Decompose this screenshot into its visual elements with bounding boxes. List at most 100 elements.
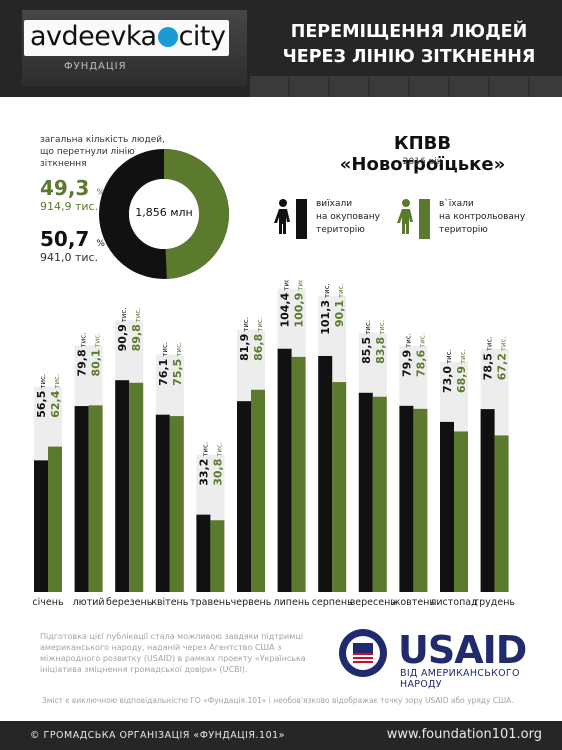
bar-green-9 [413,408,428,592]
bar-green-value-3: 75,5 [171,359,184,386]
month-label-10: листопад [430,597,478,608]
black-pct-unit: % [96,239,105,249]
bar-black-value-11-unit: тис. [486,336,494,351]
month-label-9: жовтень [392,597,436,608]
logo-right: city [178,21,226,52]
bar-black-value-10-unit: тис. [445,349,453,364]
month-label-5: червень [231,597,272,608]
bar-green-value-0-unit: тис. [53,374,61,389]
bar-black-value-1-unit: тис. [80,333,88,348]
bar-black-2 [115,380,130,592]
bar-black-value-6-unit: тис. [283,280,291,291]
legend-black-line1: виїхали [316,199,353,209]
walking-person-green-icon [397,199,413,234]
bar-black-value-5: 81,9 [238,334,251,361]
bar-black-value-10: 73,0 [441,366,454,393]
walking-person-black-icon [274,199,290,234]
legend-green-square [419,199,430,239]
month-label-2: березень [106,597,153,608]
bar-green-value-0: 62,4 [49,390,62,417]
bar-green-8 [372,396,387,592]
header-banner: avdeevka city ФУНДАЦІЯ ПЕРЕМІЩЕННЯ ЛЮДЕЙ … [0,0,562,97]
page-title: ПЕРЕМІЩЕННЯ ЛЮДЕЙ ЧЕРЕЗ ЛІНІЮ ЗІТКНЕННЯ [274,20,544,70]
bar-black-8 [358,392,373,592]
site-logo-text: avdeevka city [30,21,226,52]
bar-black-value-5-unit: тис. [242,317,250,332]
month-label-1: лютий [73,597,105,608]
bar-black-value-6: 104,4 [279,292,292,327]
bar-black-5 [237,401,251,592]
bar-black-value-11: 78,5 [482,353,495,380]
month-label-0: січень [32,597,64,608]
bar-black-value-3: 76,1 [157,359,170,386]
credits-text: Підготовка цієї публікації стала можливо… [40,632,306,674]
foundation-subtitle: ФУНДАЦІЯ [64,61,127,72]
title-line-2: ЧЕРЕЗ ЛІНІЮ ЗІТКНЕННЯ [282,47,536,67]
bar-black-1 [74,406,89,592]
footer-url-link[interactable]: www.foundation101.org [386,727,542,742]
bar-green-value-1-unit: тис. [94,333,102,348]
bar-green-value-1: 80,1 [90,349,103,376]
bar-black-10 [440,421,454,592]
bar-black-value-9: 79,9 [400,350,413,377]
bar-green-value-10-unit: тис. [459,349,467,364]
usaid-word-text: USAID [398,628,527,672]
black-pct-value: 50,7 [40,227,90,251]
footer-org: © ГРОМАДСЬКА ОРГАНІЗАЦІЯ «ФУНДАЦІЯ.101» [30,730,285,741]
bar-black-6 [277,348,292,592]
green-total: 914,9 тис. [40,200,99,213]
bar-black-9 [399,405,414,592]
bar-green-value-7: 90,1 [333,300,346,327]
legend-green-line2: на контрольовану [439,212,526,222]
bar-green-value-2: 89,8 [130,324,143,351]
checkpoint-title: КПВВ «Новотроїцьке» [339,133,506,175]
bar-green-value-5: 86,8 [252,334,265,361]
bar-black-value-4: 33,2 [197,459,210,486]
usaid-subtitle: ВІД АМЕРИКАНСЬКОГО НАРОДУ [400,668,520,690]
bar-green-value-11-unit: тис. [500,336,508,351]
bar-green-value-2-unit: тис. [134,307,142,322]
bar-black-value-7-unit: тис. [323,283,331,298]
month-label-4: травень [190,597,231,608]
site-logo[interactable] [24,20,229,56]
bar-green-value-8-unit: тис. [378,320,386,335]
bar-black-value-9-unit: тис. [404,333,412,348]
total-donut-chart [99,149,229,279]
bar-green-value-6-unit: тис. [297,280,305,291]
bar-green-4 [210,520,225,592]
title-line-1: ПЕРЕМІЩЕННЯ ЛЮДЕЙ [290,22,528,42]
monthly-bar-chart: 56,5 тис. 62,4 тис. січень 79,8 тис. 80,1 тис. лю… [0,280,562,620]
bar-chart-svg: 56,5тис.62,4тис.січень79,8тис.80,1тис.лю… [32,280,515,608]
bar-green-value-9: 78,6 [414,349,427,376]
legend-green-line1: в`їхали [439,199,474,209]
bar-green-10 [454,431,468,592]
bar-black-7 [318,355,333,592]
legend-black-square [296,199,307,239]
legend-black-text: виїхали на окуповану територію [316,198,380,237]
legend-black-line2: на окуповану [316,212,380,222]
checkpoint-year: 2016 рік [402,157,443,167]
bar-green-value-11: 67,2 [496,353,509,380]
bar-green-value-10: 68,9 [455,366,468,393]
bar-black-value-0: 56,5 [35,391,48,418]
month-label-7: серпень [312,597,353,608]
green-percentage: 49,3 % [40,176,105,200]
bar-black-11 [480,409,495,592]
bar-green-value-8: 83,8 [374,337,387,364]
bar-green-value-3-unit: тис. [175,342,183,357]
bar-green-3 [169,416,184,592]
summary-intro: загальна кількість людей, що перетнули л… [40,135,165,169]
bar-green-6 [291,356,306,592]
usaid-logo-word: USAID [398,628,527,672]
donut-center-label: 1,856 млн [135,206,193,219]
month-label-3: квітень [151,597,189,608]
legend-green-line3: територію [439,225,488,235]
bar-green-7 [332,382,347,592]
black-percentage: 50,7 % [40,227,105,251]
usaid-seal-icon [339,629,387,677]
disclaimer-text: Зміст є виключною відповідальністю ГО «Ф… [42,696,514,705]
bar-green-11 [494,435,509,592]
logo-left: avdeevka [30,21,157,52]
bar-green-value-4: 30,8 [211,459,224,486]
header-road-stripe [250,76,562,97]
